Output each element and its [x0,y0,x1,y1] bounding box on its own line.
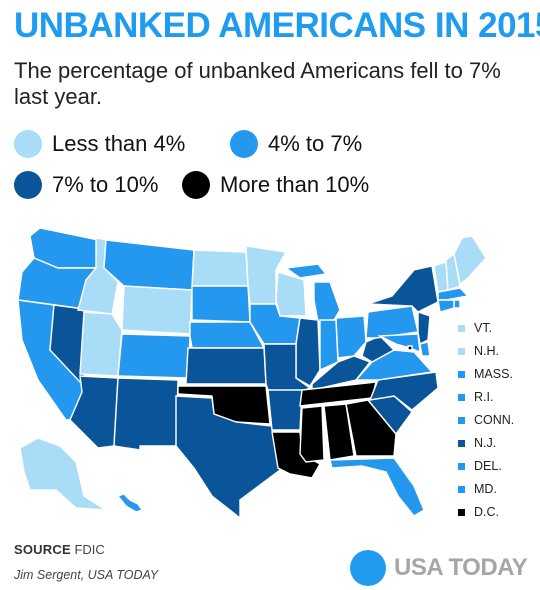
legend-item-gt10: More than 10% [182,171,369,199]
state-key-item: VT. [458,321,492,335]
state-ohio [335,315,367,359]
state-new-hampshire [445,252,461,291]
state-dc [407,345,413,351]
state-rhode-island [453,299,461,309]
state-texas [175,395,281,520]
state-key-label: VT. [474,321,493,335]
state-alaska [19,437,107,511]
state-new-mexico [113,377,179,451]
state-key-item: DEL. [458,459,502,473]
legend-item-7to10: 7% to 10% [14,171,158,199]
state-key-item: N.H. [458,344,499,358]
state-south-dakota [191,285,251,323]
state-wyoming [121,285,193,335]
us-map [17,227,487,520]
state-delaware [419,341,431,357]
state-new-jersey [417,311,431,346]
state-alabama [323,403,355,461]
state-key-swatch [458,508,465,516]
state-michigan [313,281,341,323]
state-indiana [319,319,339,372]
legend-swatch [14,171,42,199]
state-connecticut [437,299,455,313]
source-text: FDIC [74,542,105,557]
state-arkansas [267,389,303,431]
state-key-label: MASS. [474,367,513,381]
legend-item-4to7: 4% to 7% [230,130,362,158]
state-key-swatch [458,393,465,401]
state-key-item: R.I. [458,390,493,404]
state-key-label: DEL. [474,459,502,473]
state-key-label: N.H. [474,344,499,358]
source-line: SOURCE FDIC [14,542,105,557]
legend-label: More than 10% [220,172,370,197]
state-maine [453,235,487,286]
state-mississippi [299,405,325,463]
legend-swatch [14,130,42,158]
state-new-york [367,265,439,313]
state-key-item: MASS. [458,367,513,381]
state-colorado [117,333,191,379]
source-label: SOURCE [14,542,71,557]
state-key-swatch [458,347,465,355]
logo-wordmark: USA TODAY [394,554,528,581]
legend-label: Less than 4% [52,131,186,156]
state-key-swatch [458,370,465,378]
usa-today-logo: USA TODAY [350,550,528,586]
legend-item-lt4: Less than 4% [14,130,185,158]
page-title: UNBANKED AMERICANS IN 2015 [14,6,540,45]
state-hawaii [116,493,144,513]
state-pennsylvania [365,305,419,339]
state-key-swatch [458,439,465,447]
state-key-item: N.J. [458,436,496,450]
state-north-dakota [191,249,249,287]
state-florida [329,457,425,517]
state-massachusetts [437,287,470,301]
legend-swatch [230,130,258,158]
legend-swatch [182,171,210,199]
state-georgia [345,399,397,457]
state-key-swatch [458,462,465,470]
state-illinois [295,317,321,387]
state-key-swatch [458,324,465,332]
legend-label: 4% to 7% [268,131,363,156]
state-north-carolina [368,371,439,411]
state-key-swatch [458,485,465,493]
state-key-item: D.C. [458,505,499,519]
state-key-label: D.C. [474,505,499,519]
logo-circle-icon [350,550,386,586]
state-key-item: CONN. [458,413,514,427]
state-key-swatch [458,416,465,424]
state-wisconsin [275,271,307,317]
legend-label: 7% to 10% [52,172,159,197]
subtitle: The percentage of unbanked Americans fel… [14,58,501,109]
state-key-label: CONN. [474,413,515,427]
state-kansas [185,347,267,385]
credit-line: Jim Sergent, USA TODAY [14,568,159,582]
state-key-label: N.J. [474,436,497,450]
state-key-item: MD. [458,482,497,496]
state-key-label: MD. [474,482,497,496]
state-michigan-up [284,263,328,279]
state-utah [79,311,123,377]
state-key-label: R.I. [474,390,494,404]
